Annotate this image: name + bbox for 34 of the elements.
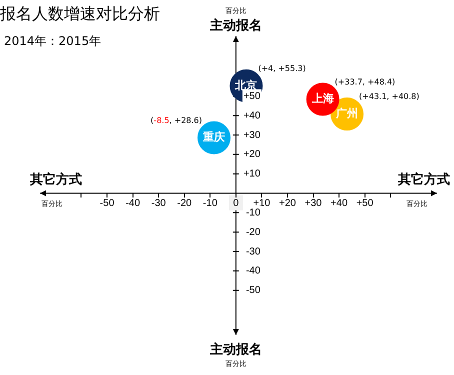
y-tick-label: -20 bbox=[246, 226, 261, 238]
y-tick-label: +20 bbox=[243, 149, 261, 160]
x-tick-label: +40 bbox=[330, 198, 348, 210]
y-tick-label: +40 bbox=[243, 110, 261, 122]
y-tick-label: +30 bbox=[243, 130, 261, 141]
series-label: 广州 bbox=[335, 106, 358, 120]
chart-subtitle: 2014年：2015年 bbox=[4, 33, 102, 50]
annotation: (-8.5, +28.6) bbox=[150, 116, 202, 125]
x-tick-label: -40 bbox=[126, 198, 140, 210]
chart-title: 报名人数增速对比分析 bbox=[0, 4, 160, 25]
text: 主动报名 bbox=[210, 342, 262, 358]
y-tick-label: -40 bbox=[246, 266, 261, 277]
x-tick-label: 0 bbox=[233, 198, 240, 210]
x-tick-label: -30 bbox=[151, 198, 166, 210]
y-tick-label: -30 bbox=[246, 246, 261, 258]
y-tick-label: -50 bbox=[246, 285, 261, 296]
x-tick-label: -50 bbox=[100, 198, 115, 210]
text: 其它方式 bbox=[398, 172, 450, 188]
x-axis-title: 其它方式 bbox=[29, 172, 82, 188]
y-axis-title: 主动报名 bbox=[208, 17, 262, 34]
y-tick-label: +50 bbox=[243, 90, 261, 102]
series-label: 重庆 bbox=[202, 130, 226, 144]
y-tick-label: -10 bbox=[246, 207, 261, 218]
x-tick-label: +30 bbox=[304, 198, 322, 210]
x-tick-label: +10 bbox=[253, 198, 271, 210]
x-tick-label: +50 bbox=[356, 198, 374, 210]
y-tick-label: +10 bbox=[243, 168, 261, 180]
x-tick-label: -20 bbox=[177, 198, 192, 210]
x-tick-label: +20 bbox=[278, 198, 296, 210]
x-tick-label: -10 bbox=[202, 198, 218, 210]
annotation: (+33.7, +48.4) bbox=[334, 77, 396, 86]
annotation: (+4, +55.3) bbox=[258, 64, 306, 73]
annotation: (+43.1, +40.8) bbox=[359, 92, 420, 102]
series-label: 上海 bbox=[310, 92, 334, 106]
